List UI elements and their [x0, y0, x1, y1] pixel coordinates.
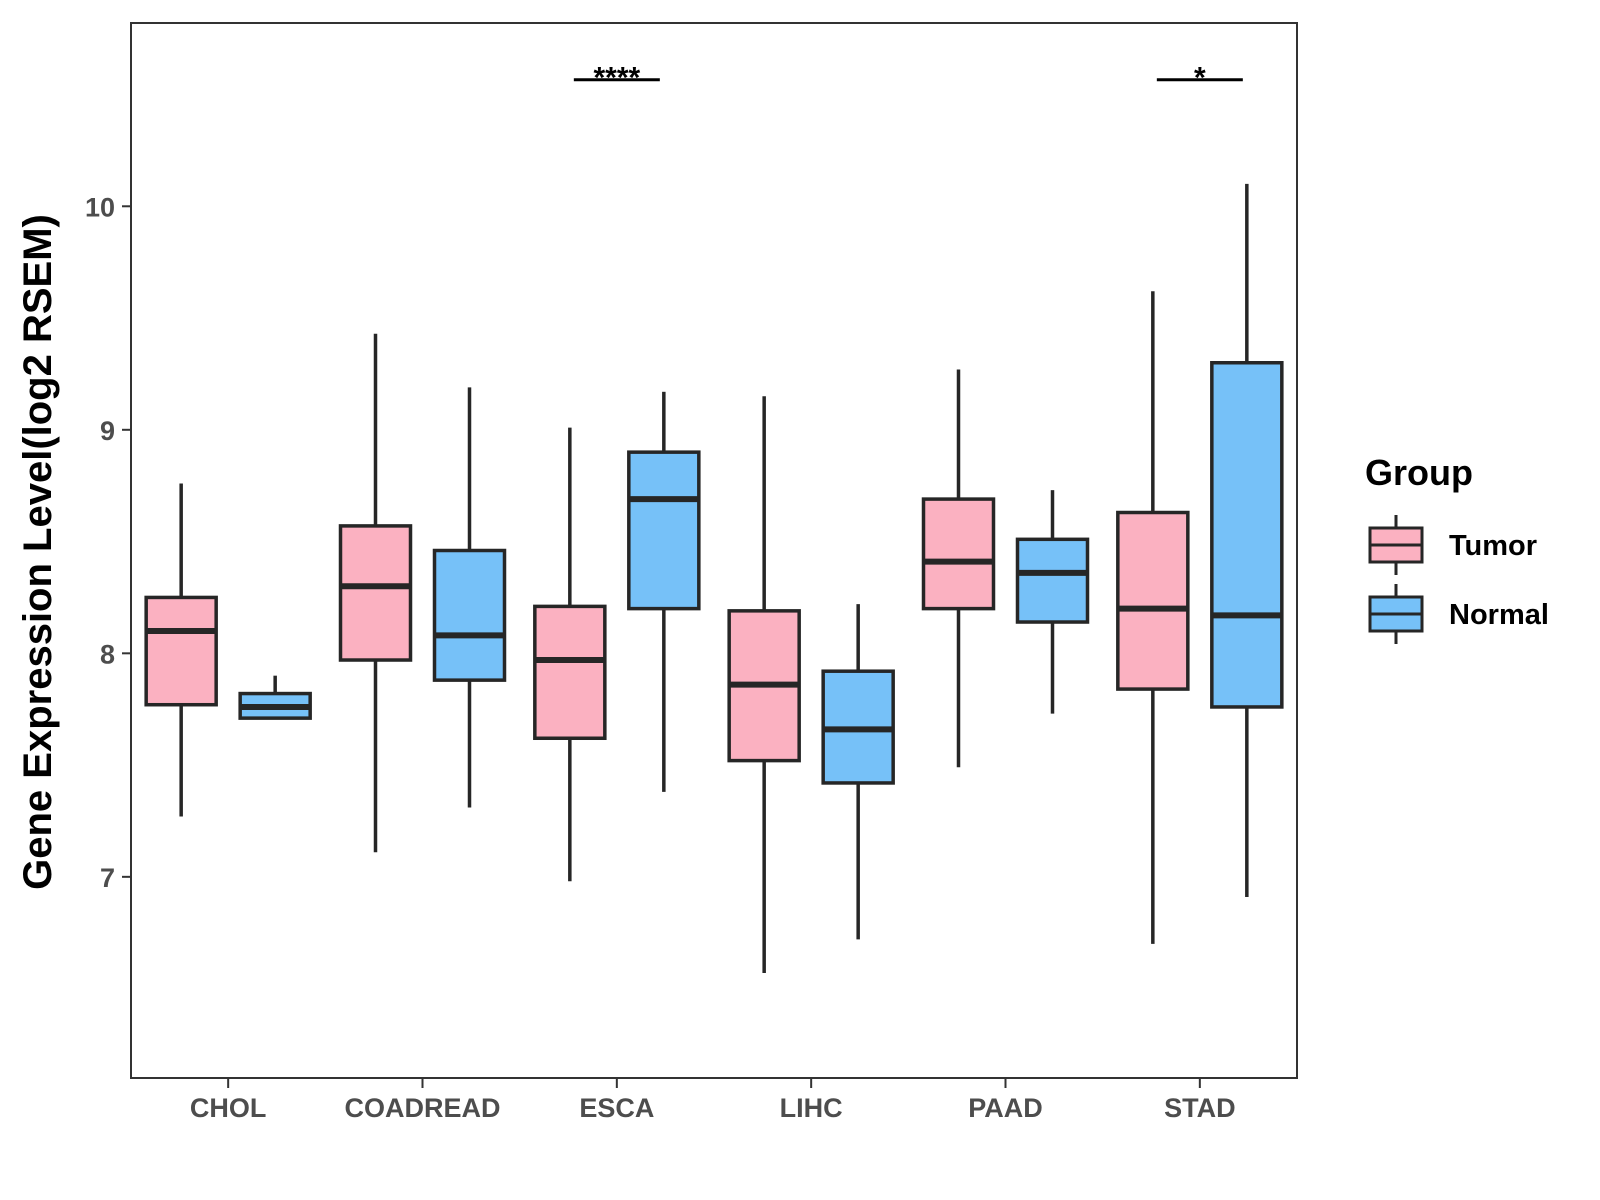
box-coadread-normal — [432, 387, 507, 808]
box-body — [1116, 510, 1190, 691]
box-esca-tumor — [533, 427, 607, 882]
box-lihc-normal — [821, 604, 895, 940]
y-tick-label: 7 — [100, 863, 115, 893]
significance-label: **** — [593, 62, 640, 95]
plot-panel-border — [130, 22, 1298, 1079]
x-tick-label: PAAD — [968, 1093, 1043, 1123]
significance-stad: * — [1156, 62, 1243, 95]
legend-label: Tumor — [1449, 530, 1537, 562]
box-esca-normal — [627, 391, 701, 792]
significance-esca: **** — [573, 62, 660, 95]
legend-item-tumor: Tumor — [1368, 515, 1537, 575]
box-body — [338, 524, 413, 662]
y-tick-label: 10 — [85, 192, 115, 222]
box-body — [533, 604, 607, 741]
box-body — [627, 450, 701, 611]
x-tick-label: STAD — [1164, 1093, 1236, 1123]
x-tick-label: LIHC — [780, 1093, 843, 1123]
box-paad-normal — [1015, 490, 1090, 714]
legend-title: Group — [1365, 452, 1473, 493]
box-chol-tumor — [144, 483, 218, 817]
box-chol-normal — [238, 675, 312, 720]
legend: Group Tumor Normal — [1365, 452, 1549, 644]
box-body — [144, 595, 218, 707]
legend-item-normal: Normal — [1368, 584, 1549, 644]
x-axis: CHOL COADREAD ESCA LIHC PAAD STAD — [190, 1078, 1236, 1123]
y-axis-title: Gene Expression Level(log2 RSEM) — [16, 214, 60, 890]
significance-label: * — [1194, 62, 1206, 95]
x-tick-label: CHOL — [190, 1093, 267, 1123]
y-axis: 7 8 9 10 — [85, 192, 131, 893]
box-body — [1210, 360, 1284, 709]
x-tick-label: ESCA — [579, 1093, 654, 1123]
boxes-layer — [144, 183, 1284, 973]
y-tick-label: 8 — [100, 639, 115, 669]
box-stad-normal — [1210, 183, 1284, 897]
legend-label: Normal — [1449, 599, 1549, 631]
box-paad-tumor — [921, 369, 996, 768]
box-body — [921, 497, 996, 611]
box-lihc-tumor — [727, 396, 801, 973]
box-body — [432, 548, 507, 682]
x-tick-label: COADREAD — [344, 1093, 500, 1123]
box-coadread-tumor — [338, 333, 413, 853]
box-stad-tumor — [1116, 291, 1190, 944]
y-tick-label: 9 — [100, 416, 115, 446]
box-body — [1015, 537, 1090, 624]
significance-annotations: **** * — [573, 62, 1243, 95]
